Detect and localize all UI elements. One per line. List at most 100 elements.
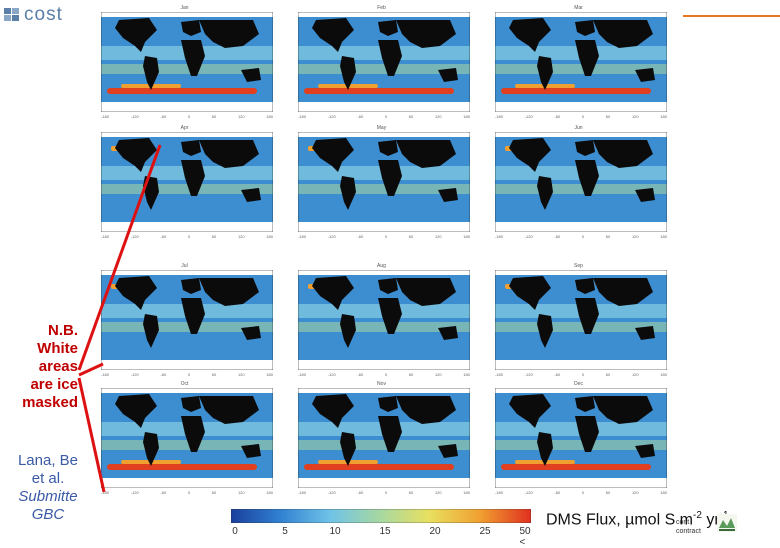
map-axis-tick: 0 — [581, 372, 585, 377]
map-axis-tick: -60 — [160, 114, 167, 119]
continent-north-america — [115, 18, 157, 52]
map-axis-ticks: -180 -120 -60 0 60 120 180 — [101, 234, 273, 239]
month-panel: Dec -180 -120 -60 0 60 120 180 — [487, 380, 670, 496]
continent-africa — [575, 298, 599, 334]
map-axis-tick: 0 — [384, 234, 388, 239]
world-map — [298, 270, 470, 370]
map-axis-tick: 60 — [211, 234, 217, 239]
continent-australia — [635, 188, 655, 202]
month-panel: Aug -180 -120 -60 0 60 120 180 — [290, 262, 473, 378]
continent-asia — [396, 20, 456, 48]
panel-month-title: Sep — [574, 263, 583, 269]
continent-australia — [241, 326, 261, 340]
panel-month-title: Apr — [180, 125, 189, 131]
map-axis-ticks: -180 -120 -60 0 60 120 180 — [495, 490, 667, 495]
map-axis-tick: -120 — [327, 490, 336, 495]
continent-north-america — [509, 394, 551, 428]
continent-australia — [438, 188, 458, 202]
map-axis-tick: 0 — [581, 234, 585, 239]
map-axis-tick: 60 — [605, 114, 611, 119]
continent-africa — [575, 40, 599, 76]
ice-mask-north — [495, 12, 667, 17]
continent-europe — [181, 140, 201, 156]
map-axis-tick: 0 — [384, 490, 388, 495]
continent-south-america — [143, 314, 159, 348]
ocean-band — [495, 322, 667, 332]
continent-north-america — [509, 276, 551, 310]
month-panel: May -180 -120 -60 0 60 120 180 — [290, 124, 473, 240]
map-axis-tick: -60 — [160, 234, 167, 239]
colorbar-tick: 20 — [429, 526, 441, 537]
continent-europe — [575, 140, 595, 156]
map-axis-tick: 120 — [434, 234, 442, 239]
world-map — [495, 12, 667, 112]
ocean-band — [298, 184, 470, 194]
continent-africa — [575, 416, 599, 452]
map-axis-tick: 120 — [631, 490, 639, 495]
month-panel: Apr -180 -120 -60 0 60 120 180 — [93, 124, 276, 240]
map-axis-tick: -60 — [357, 372, 364, 377]
continent-north-america — [312, 18, 354, 52]
map-axis-tick: 120 — [237, 114, 245, 119]
world-map — [298, 12, 470, 112]
colorbar-tick: 15 — [379, 526, 391, 537]
ice-mask-south — [495, 360, 667, 370]
map-axis-tick: 0 — [581, 114, 585, 119]
ice-mask-north — [495, 388, 667, 393]
map-axis-tick: -60 — [554, 234, 561, 239]
ocean-band — [495, 64, 667, 74]
map-axis-tick: -120 — [327, 372, 336, 377]
continent-australia — [438, 68, 458, 82]
map-axis-tick: -120 — [130, 372, 139, 377]
map-axis-tick: 180 — [266, 234, 273, 239]
continent-north-america — [115, 276, 157, 310]
continent-north-america — [115, 138, 157, 172]
high-flux-band — [304, 464, 454, 470]
map-axis-tick: 0 — [187, 114, 191, 119]
month-panel: Jul -180 -120 -60 0 60 120 180 — [93, 262, 276, 378]
map-axis-tick: -120 — [524, 114, 533, 119]
continent-africa — [181, 416, 205, 452]
map-axis-tick: 180 — [660, 114, 667, 119]
map-axis-ticks: -180 -120 -60 0 60 120 180 — [298, 490, 470, 495]
world-map — [298, 388, 470, 488]
map-axis-tick: 60 — [605, 490, 611, 495]
map-axis-tick: 60 — [605, 234, 611, 239]
ice-mask-note: N.B. White areas are ice masked — [8, 322, 78, 412]
map-axis-tick: 180 — [660, 490, 667, 495]
citation: Lana, Be et al. Submitte GBC — [2, 452, 94, 524]
continent-south-america — [537, 56, 553, 90]
continent-europe — [378, 396, 398, 412]
pointer-line-2 — [78, 362, 104, 377]
panel-month-title: Dec — [574, 381, 583, 387]
high-flux-band — [107, 88, 257, 94]
world-map — [101, 12, 273, 112]
continent-africa — [378, 416, 402, 452]
map-axis-tick: -60 — [357, 234, 364, 239]
map-axis-tick: 0 — [187, 490, 191, 495]
continent-asia — [199, 20, 259, 48]
ocean-band — [101, 64, 273, 74]
continent-south-america — [537, 176, 553, 210]
map-axis-tick: -120 — [130, 114, 139, 119]
map-axis-tick: 180 — [463, 490, 470, 495]
world-map — [495, 132, 667, 232]
continent-asia — [593, 396, 653, 424]
map-axis-tick: 0 — [384, 372, 388, 377]
map-axis-tick: -60 — [357, 114, 364, 119]
ice-mask-south — [101, 478, 273, 488]
continent-europe — [181, 20, 201, 36]
month-panel: Nov -180 -120 -60 0 60 120 180 — [290, 380, 473, 496]
ice-mask-south — [298, 360, 470, 370]
map-axis-tick: -180 — [298, 372, 307, 377]
ocean-band — [298, 322, 470, 332]
panel-month-title: Jun — [574, 125, 583, 131]
continent-south-america — [340, 56, 356, 90]
continent-south-america — [537, 314, 553, 348]
continent-north-america — [509, 18, 551, 52]
ice-mask-north — [101, 12, 273, 17]
month-panel: Oct -180 -120 -60 0 60 120 180 — [93, 380, 276, 496]
map-axis-ticks: -180 -120 -60 0 60 120 180 — [101, 490, 273, 495]
ice-mask-south — [298, 102, 470, 112]
